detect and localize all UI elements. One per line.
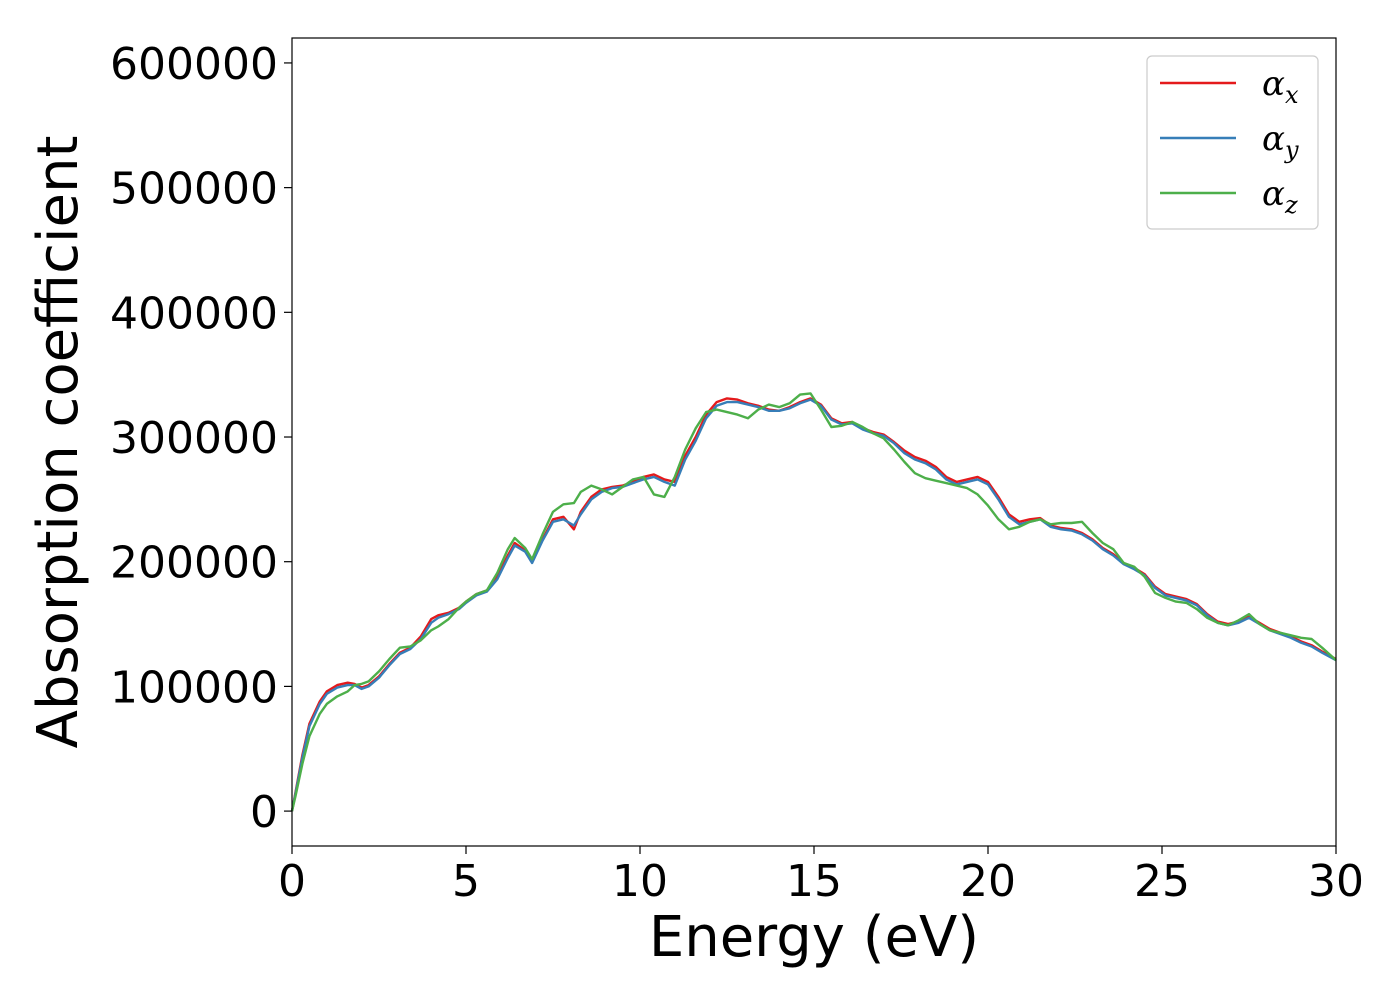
x-tick-label: 25 [1134, 856, 1190, 907]
series-layer [290, 392, 1337, 812]
x-tick-label: 30 [1308, 856, 1364, 907]
series-line-y [290, 398, 1337, 812]
y-tick-label: 400000 [110, 288, 278, 339]
y-axis: 0 100000 200000 300000 400000 500000 600000 [110, 39, 292, 838]
x-tick-label: 5 [452, 856, 480, 907]
x-tick-label: 10 [612, 856, 668, 907]
y-tick-label: 100000 [110, 662, 278, 713]
y-tick-label: 500000 [110, 164, 278, 215]
legend-box [1146, 55, 1319, 230]
y-tick-label: 200000 [110, 538, 278, 589]
x-tick-label: 20 [960, 856, 1016, 907]
series-line-z [290, 392, 1337, 812]
y-tick-label: 300000 [110, 413, 278, 464]
x-axis-title: Energy (eV) [649, 905, 979, 970]
x-tick-label: 15 [786, 856, 842, 907]
y-tick-label: 600000 [110, 39, 278, 90]
x-tick-label: 0 [278, 856, 306, 907]
y-axis-title: Absorption coefficient [26, 136, 91, 749]
x-axis: 0 5 10 15 20 25 30 [278, 846, 1364, 907]
y-tick-label: 0 [250, 787, 278, 838]
